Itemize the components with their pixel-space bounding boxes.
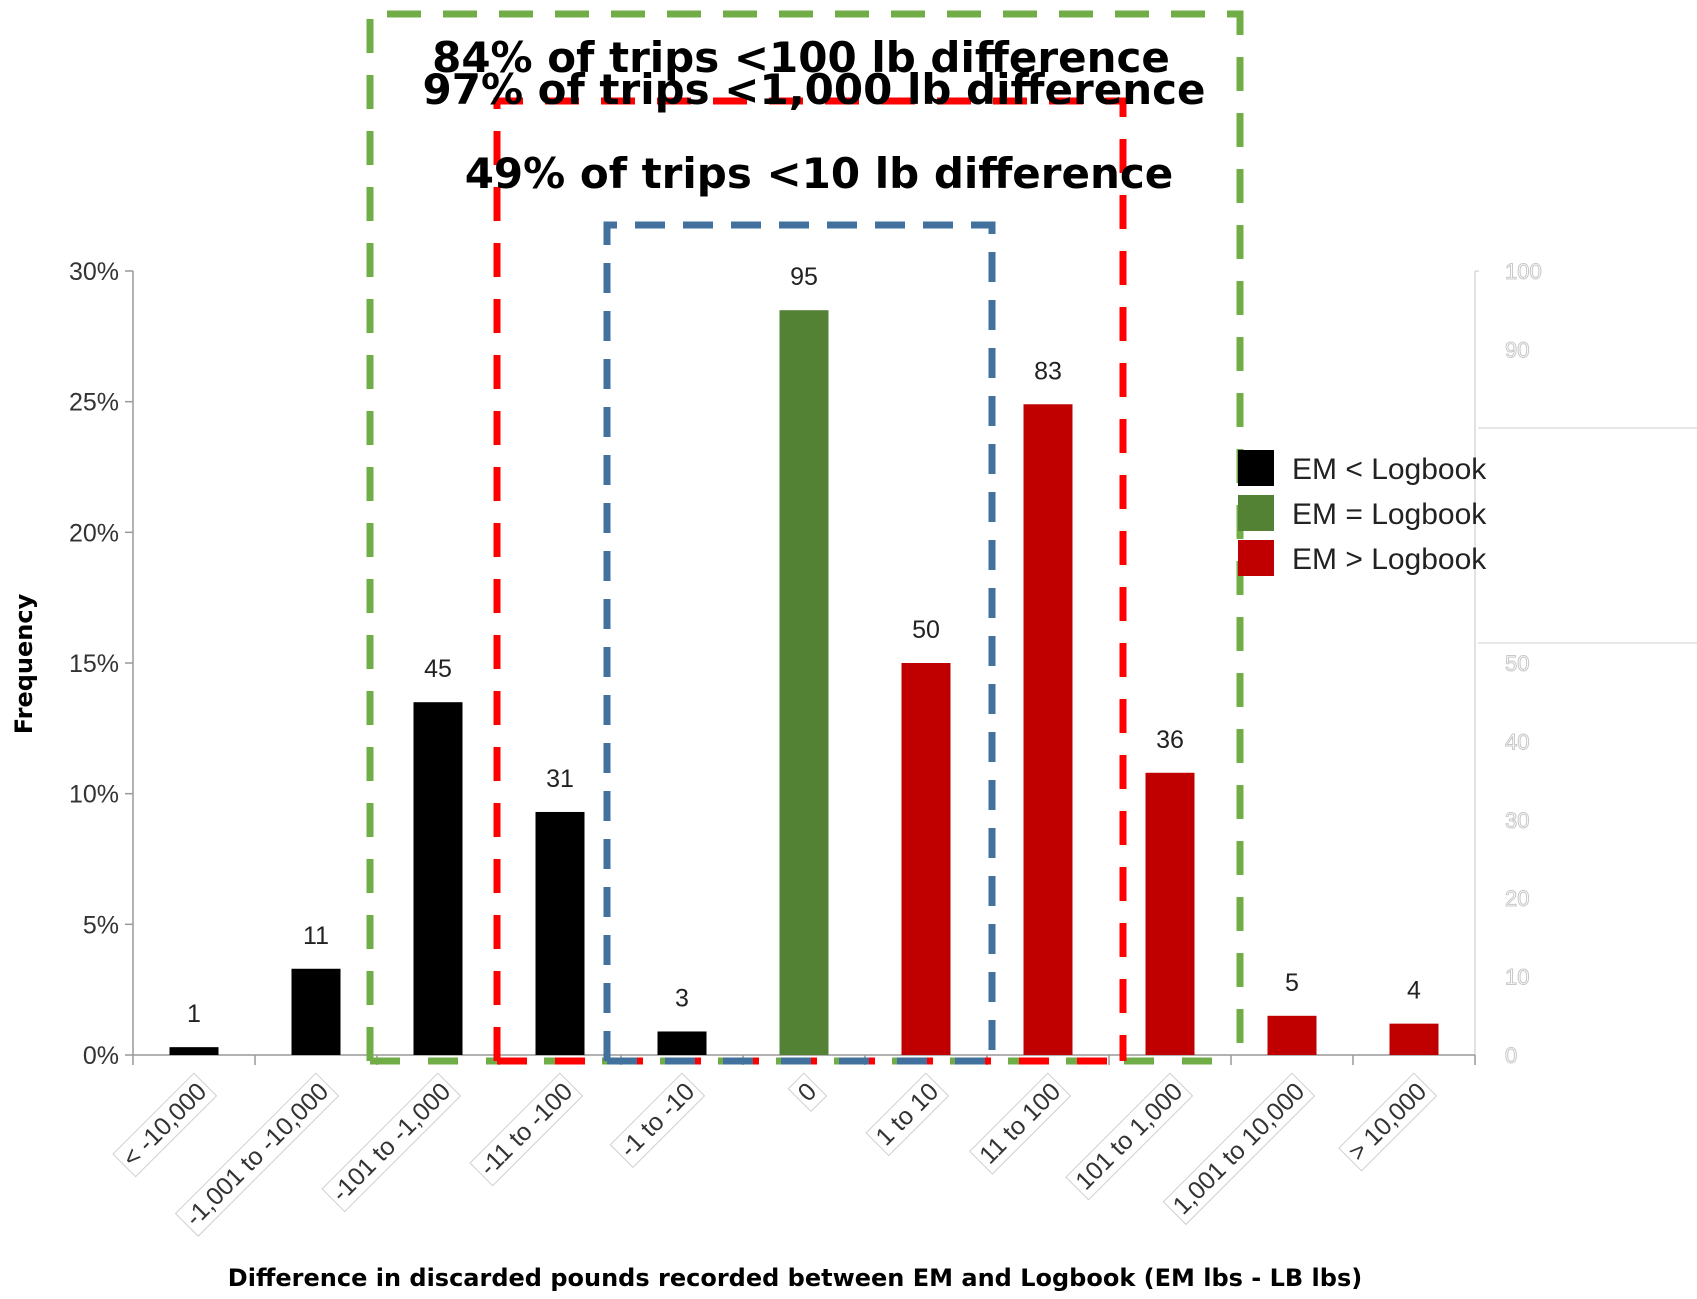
secondary-y-tick-label: 10	[1505, 965, 1529, 990]
category-label-box	[969, 1072, 1072, 1175]
bar	[291, 968, 341, 1055]
category-label-box	[1338, 1072, 1438, 1172]
y-tick-label: 10%	[69, 781, 119, 809]
y-tick-label: 5%	[83, 911, 119, 939]
data-label: 31	[546, 765, 574, 793]
legend-label: EM = Logbook	[1292, 498, 1487, 531]
data-label: 83	[1034, 357, 1062, 385]
category-label-box	[787, 1072, 828, 1113]
y-tick-label: 30%	[69, 258, 119, 286]
category-label: -11 to -100	[474, 1077, 578, 1181]
category-label-group: 11 to 100	[969, 1072, 1072, 1175]
annotation-text: 97% of trips <1,000 lb difference	[423, 65, 1206, 114]
category-label-group: -11 to -100	[469, 1072, 584, 1187]
bar	[1023, 404, 1073, 1055]
category-label-group: -101 to -1,000	[321, 1072, 462, 1213]
y-tick-label: 0%	[83, 1042, 119, 1070]
legend-swatch	[1238, 540, 1274, 576]
data-label: 45	[424, 655, 452, 683]
annotation-bracket-2	[603, 221, 996, 1061]
secondary-y-tick-label: 30	[1505, 808, 1529, 833]
data-label: 3	[675, 984, 689, 1012]
bar	[1267, 1015, 1317, 1055]
category-label: > 10,000	[1343, 1077, 1432, 1166]
y-axis-title-group: Frequency	[10, 593, 38, 734]
category-label-box	[321, 1072, 462, 1213]
x-axis-title: Difference in discarded pounds recorded …	[228, 1264, 1362, 1292]
data-label: 5	[1285, 969, 1299, 997]
data-label: 95	[790, 263, 818, 291]
bar	[1145, 772, 1195, 1055]
category-label-box	[112, 1072, 218, 1178]
category-label-box	[469, 1072, 584, 1187]
data-label: 4	[1407, 977, 1421, 1005]
secondary-y-tick-label: 50	[1505, 651, 1529, 676]
category-label: -101 to -1,000	[326, 1077, 456, 1207]
y-tick-label: 15%	[69, 650, 119, 678]
category-label-box	[1065, 1072, 1194, 1201]
category-label-group: > 10,000	[1338, 1072, 1438, 1172]
y-tick-label: 25%	[69, 389, 119, 417]
bar	[169, 1047, 219, 1055]
category-label: 101 to 1,000	[1070, 1077, 1188, 1195]
annotation-bracket-0	[366, 10, 1244, 1061]
legend-swatch	[1238, 450, 1274, 486]
data-label: 1	[187, 1000, 201, 1028]
category-label-group: -1 to -10	[609, 1072, 706, 1169]
secondary-y-tick-label: 40	[1505, 729, 1529, 754]
category-label: 0	[793, 1077, 823, 1107]
data-label: 50	[912, 616, 940, 644]
secondary-y-tick-label: 0	[1505, 1043, 1517, 1068]
category-label-group: 0	[787, 1072, 828, 1113]
category-label: 1 to 10	[870, 1077, 944, 1151]
secondary-y-tick-label: 20	[1505, 886, 1529, 911]
y-axis-title: Frequency	[10, 593, 38, 734]
data-label: 36	[1156, 726, 1184, 754]
legend-backdrop	[1478, 428, 1697, 643]
y-tick-label: 20%	[69, 519, 119, 547]
category-label-group: 1 to 10	[865, 1072, 950, 1157]
category-label-box	[174, 1072, 340, 1237]
annotation-text: 84% of trips <100 lb difference	[432, 33, 1170, 82]
annotation-text: 49% of trips <10 lb difference	[465, 149, 1174, 198]
bar	[535, 811, 585, 1055]
bar	[657, 1031, 707, 1055]
legend-label: EM < Logbook	[1292, 453, 1487, 486]
bar	[779, 310, 829, 1055]
bar	[901, 663, 951, 1055]
category-label-box	[1162, 1072, 1316, 1226]
secondary-y-tick-label: 90	[1505, 337, 1529, 362]
category-label-group: < -10,000	[112, 1072, 218, 1178]
bar	[1389, 1023, 1439, 1055]
legend-swatch	[1238, 495, 1274, 531]
bar	[413, 702, 463, 1055]
legend-label: EM > Logbook	[1292, 543, 1487, 576]
category-label: -1 to -10	[615, 1077, 701, 1163]
data-label: 11	[303, 922, 329, 950]
annotation-bracket-1	[493, 97, 1127, 1061]
secondary-y-tick-label: 100	[1505, 259, 1542, 284]
category-label-box	[865, 1072, 950, 1157]
category-label-box	[609, 1072, 706, 1169]
category-label-group: 101 to 1,000	[1065, 1072, 1194, 1201]
category-label: < -10,000	[117, 1077, 212, 1172]
category-label: 11 to 100	[974, 1077, 1066, 1169]
